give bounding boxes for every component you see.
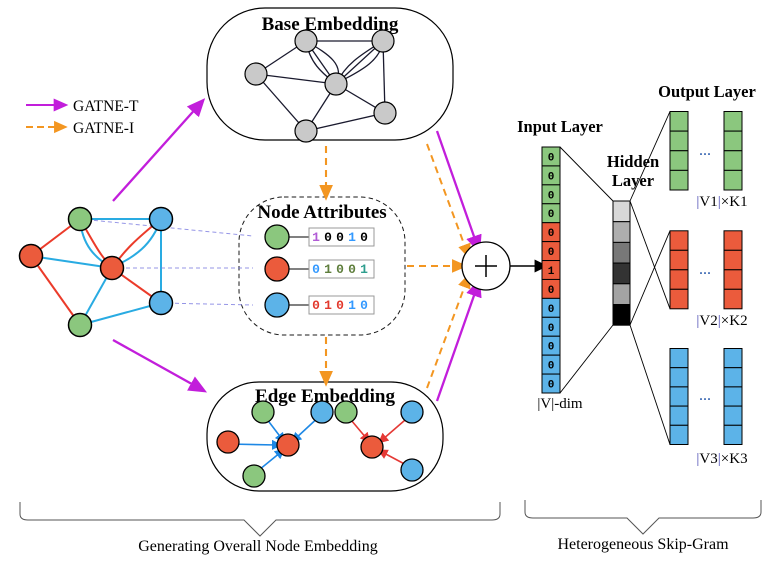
svg-text:|V3|×K3: |V3|×K3 (696, 451, 747, 467)
svg-text:0: 0 (548, 361, 555, 373)
svg-text:GATNE-T: GATNE-T (73, 98, 139, 115)
svg-text:...: ... (699, 142, 711, 159)
svg-text:0: 0 (548, 342, 555, 354)
svg-text:0: 0 (336, 298, 344, 313)
svg-text:0: 0 (348, 262, 356, 277)
svg-text:0: 0 (548, 171, 555, 183)
svg-text:|V2|×K2: |V2|×K2 (696, 313, 747, 329)
svg-text:0: 0 (548, 323, 555, 335)
svg-text:0: 0 (324, 230, 332, 245)
svg-text:0: 0 (360, 230, 368, 245)
svg-text:1: 1 (348, 230, 356, 245)
svg-text:0: 0 (548, 380, 555, 392)
svg-text:0: 0 (548, 304, 555, 316)
svg-text:Node Attributes: Node Attributes (257, 202, 386, 223)
svg-text:Heterogeneous Skip-Gram: Heterogeneous Skip-Gram (557, 536, 729, 553)
svg-text:Generating Overall Node Embedd: Generating Overall Node Embedding (138, 538, 377, 555)
svg-text:0: 0 (548, 247, 555, 259)
svg-text:0: 0 (360, 298, 368, 313)
svg-text:Input Layer: Input Layer (517, 117, 603, 136)
svg-text:Hidden: Hidden (607, 152, 659, 171)
svg-text:0: 0 (312, 298, 320, 313)
svg-text:1: 1 (348, 298, 356, 313)
svg-text:0: 0 (336, 262, 344, 277)
svg-text:0: 0 (548, 285, 555, 297)
svg-text:GATNE-I: GATNE-I (73, 120, 134, 137)
svg-text:1: 1 (324, 262, 332, 277)
svg-text:0: 0 (548, 228, 555, 240)
svg-text:...: ... (699, 387, 711, 404)
svg-text:Layer: Layer (612, 171, 654, 190)
svg-text:0: 0 (548, 152, 555, 164)
svg-text:0: 0 (312, 262, 320, 277)
svg-text:Output Layer: Output Layer (658, 82, 756, 101)
svg-text:|V1|×K1: |V1|×K1 (696, 194, 747, 210)
svg-text:...: ... (699, 261, 711, 278)
svg-text:1: 1 (324, 298, 332, 313)
svg-text:0: 0 (548, 209, 555, 221)
svg-text:1: 1 (360, 262, 368, 277)
svg-text:0: 0 (336, 230, 344, 245)
svg-text:1: 1 (548, 266, 555, 278)
svg-text:0: 0 (548, 190, 555, 202)
svg-text:1: 1 (312, 230, 320, 245)
svg-text:|V|-dim: |V|-dim (537, 396, 583, 412)
